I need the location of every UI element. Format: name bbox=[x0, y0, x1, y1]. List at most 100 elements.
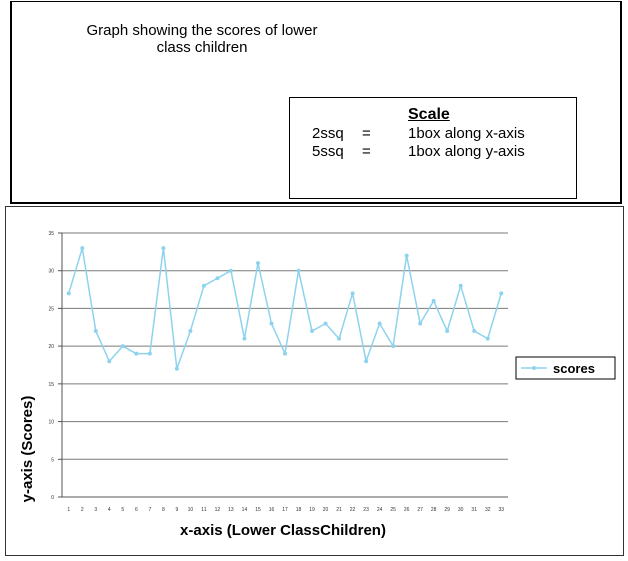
data-point bbox=[255, 261, 260, 266]
x-tick-label: 22 bbox=[350, 507, 356, 513]
x-tick-label: 25 bbox=[390, 507, 396, 513]
legend: scores bbox=[515, 356, 616, 380]
y-axis-label: y-axis (Scores) bbox=[19, 396, 36, 503]
y-tick-label: 5 bbox=[51, 457, 54, 463]
data-point bbox=[93, 329, 98, 334]
data-point bbox=[418, 321, 423, 326]
data-point bbox=[242, 336, 247, 341]
x-tick-label: 16 bbox=[269, 507, 275, 513]
scale-row-lhs: 2ssq bbox=[312, 125, 344, 142]
legend-marker-icon bbox=[532, 366, 536, 370]
data-point bbox=[364, 359, 369, 364]
y-tick-label: 0 bbox=[51, 495, 54, 501]
data-point bbox=[107, 359, 112, 364]
y-tick-label: 30 bbox=[48, 269, 54, 275]
data-point bbox=[120, 344, 125, 349]
y-tick-label: 35 bbox=[48, 231, 54, 237]
x-tick-label: 31 bbox=[471, 507, 477, 513]
x-tick-label: 10 bbox=[188, 507, 194, 513]
data-point bbox=[499, 291, 504, 296]
graph-caption: Graph showing the scores of lower class … bbox=[72, 22, 332, 56]
x-tick-label: 1 bbox=[67, 507, 70, 513]
scale-row-y: 5ssq = 1box along y-axis bbox=[312, 143, 525, 160]
x-tick-label: 20 bbox=[323, 507, 329, 513]
data-point bbox=[391, 344, 396, 349]
data-point bbox=[188, 329, 193, 334]
x-tick-label: 14 bbox=[242, 507, 248, 513]
scale-row-eq: = bbox=[362, 143, 371, 160]
data-point bbox=[269, 321, 274, 326]
chart-frame: 0 5 10 15 20 25 30 35 1 2 3 4 5 6 7 8 9 10 11 12 13 14 15 16 17… bbox=[5, 206, 624, 556]
caption-line-1: Graph showing the scores of lower bbox=[86, 22, 318, 39]
legend-label: scores bbox=[553, 361, 595, 376]
scale-row-lhs: 5ssq bbox=[312, 143, 344, 160]
data-point bbox=[134, 351, 139, 356]
caption-line-2: class children bbox=[156, 39, 248, 56]
x-tick-labels: 1 2 3 4 5 6 7 8 9 10 11 12 13 14 15 16 17 18 19 20 21 22 23 24 2… bbox=[67, 507, 504, 513]
y-tick-labels: 0 5 10 15 20 25 30 35 bbox=[48, 231, 54, 501]
x-tick-label: 4 bbox=[108, 507, 111, 513]
data-point bbox=[174, 366, 179, 371]
data-point bbox=[283, 351, 287, 356]
legend-box bbox=[515, 356, 616, 380]
x-tick-label: 12 bbox=[215, 507, 221, 513]
data-point bbox=[296, 268, 301, 273]
scale-row-rhs: 1box along x-axis bbox=[408, 125, 525, 142]
x-tick-label: 3 bbox=[94, 507, 97, 513]
data-point bbox=[404, 253, 409, 258]
grid-lines bbox=[62, 232, 508, 460]
x-tick-label: 23 bbox=[363, 507, 369, 513]
x-tick-label: 18 bbox=[296, 507, 302, 513]
x-tick-label: 17 bbox=[282, 507, 288, 513]
scale-row-eq: = bbox=[362, 125, 371, 142]
data-point bbox=[431, 298, 436, 303]
data-point bbox=[310, 329, 315, 334]
x-tick-label: 15 bbox=[255, 507, 261, 513]
x-tick-label: 19 bbox=[309, 507, 315, 513]
y-tick-label: 15 bbox=[48, 382, 54, 388]
x-tick-label: 30 bbox=[458, 507, 464, 513]
data-point bbox=[350, 291, 355, 296]
data-point bbox=[80, 246, 85, 251]
x-tick-label: 9 bbox=[175, 507, 178, 513]
x-tick-label: 2 bbox=[81, 507, 84, 513]
y-tick-label: 20 bbox=[48, 344, 54, 350]
data-point bbox=[215, 276, 220, 281]
scale-title: Scale bbox=[408, 106, 450, 123]
scale-row-rhs: 1box along y-axis bbox=[408, 143, 525, 160]
scale-box: Scale 2ssq = 1box along x-axis 5ssq = 1box a… bbox=[289, 97, 577, 199]
x-tick-label: 13 bbox=[228, 507, 234, 513]
x-tick-label: 32 bbox=[485, 507, 491, 513]
data-point bbox=[201, 283, 206, 288]
y-tick-label: 25 bbox=[48, 306, 54, 312]
data-point bbox=[228, 268, 233, 273]
x-tick-label: 6 bbox=[135, 507, 138, 513]
x-tick-label: 29 bbox=[444, 507, 450, 513]
y-tick-label: 10 bbox=[48, 420, 54, 426]
data-point bbox=[66, 291, 71, 296]
data-point bbox=[161, 246, 166, 251]
data-point bbox=[485, 336, 490, 341]
data-point bbox=[472, 329, 477, 334]
data-point bbox=[458, 283, 463, 288]
x-axis-label: x-axis (Lower ClassChildren) bbox=[180, 522, 386, 539]
x-tick-label: 28 bbox=[431, 507, 437, 513]
x-tick-label: 27 bbox=[417, 507, 423, 513]
scale-row-x: 2ssq = 1box along x-axis bbox=[312, 125, 525, 142]
data-point bbox=[445, 329, 450, 334]
header-box: Graph showing the scores of lower class … bbox=[10, 1, 622, 204]
data-point bbox=[337, 336, 342, 341]
x-tick-label: 21 bbox=[336, 507, 342, 513]
data-point bbox=[377, 321, 382, 326]
data-point bbox=[323, 321, 328, 326]
x-tick-label: 7 bbox=[148, 507, 151, 513]
x-tick-label: 26 bbox=[404, 507, 410, 513]
x-tick-label: 24 bbox=[377, 507, 383, 513]
x-tick-label: 33 bbox=[498, 507, 504, 513]
x-tick-label: 11 bbox=[201, 507, 206, 513]
axes bbox=[58, 232, 508, 498]
x-tick-label: 5 bbox=[121, 507, 124, 513]
series-scores bbox=[66, 246, 504, 371]
x-tick-label: 8 bbox=[162, 507, 165, 513]
